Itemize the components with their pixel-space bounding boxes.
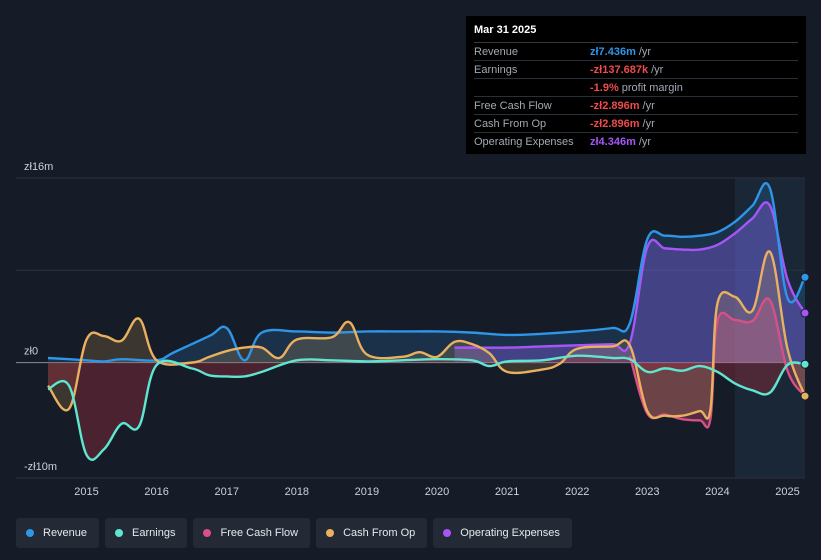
- tooltip-label: Revenue: [474, 45, 519, 58]
- operating-expenses-endpoint: [800, 308, 810, 318]
- x-tick-label: 2023: [635, 486, 659, 498]
- y-tick-label: zł0: [24, 346, 38, 358]
- legend-item-revenue[interactable]: Revenue: [16, 518, 100, 548]
- legend-dot-icon: [203, 529, 212, 537]
- legend-item-free-cash-flow[interactable]: Free Cash Flow: [193, 518, 311, 548]
- tooltip-date: Mar 31 2025: [474, 24, 798, 43]
- x-tick-label: 2022: [565, 486, 589, 498]
- revenue-line: [47, 182, 807, 363]
- tooltip-panel: Mar 31 2025 Revenue zł7.436m/yr Earnings -z…: [466, 16, 806, 154]
- legend-label: Revenue: [43, 527, 88, 539]
- tooltip-row: Free Cash Flow -zł2.896m/yr: [474, 97, 798, 115]
- legend-label: Cash From Op: [343, 527, 416, 539]
- revenue-endpoint: [800, 272, 810, 282]
- tooltip-value: -zł2.896m: [590, 99, 640, 112]
- legend-item-operating-expenses[interactable]: Operating Expenses: [433, 518, 572, 548]
- x-tick-label: 2017: [214, 486, 238, 498]
- tooltip-unit: /yr: [642, 117, 655, 130]
- x-tick-label: 2019: [355, 486, 379, 498]
- earnings-endpoint: [800, 359, 810, 369]
- tooltip-value: -zł2.896m: [590, 117, 640, 130]
- tooltip-unit: /yr: [638, 45, 652, 58]
- tooltip-row: -1.9% profit margin: [474, 79, 798, 97]
- cash-from-op-endpoint: [800, 391, 810, 401]
- x-tick-label: 2020: [425, 486, 449, 498]
- tooltip-label: Cash From Op: [474, 117, 547, 130]
- tooltip-value: zł7.436m: [590, 45, 636, 58]
- tooltip-label: Operating Expenses: [474, 135, 574, 148]
- tooltip-unit: /yr: [642, 99, 655, 112]
- tooltip-row: Revenue zł7.436m/yr: [474, 43, 798, 61]
- y-tick-label: zł16m: [24, 161, 53, 173]
- x-tick-label: 2016: [144, 486, 168, 498]
- earnings-area: [48, 355, 805, 460]
- legend-dot-icon: [115, 529, 124, 537]
- y-tick-label: -zł10m: [24, 461, 57, 473]
- x-tick-label: 2024: [705, 486, 729, 498]
- x-tick-label: 2018: [285, 486, 309, 498]
- revenue-area: [48, 183, 805, 363]
- free-cash-flow-area: [629, 298, 805, 428]
- legend-dot-icon: [443, 529, 452, 537]
- tooltip-unit: /yr: [651, 63, 664, 76]
- legend-item-cash-from-op[interactable]: Cash From Op: [316, 518, 428, 548]
- tooltip-label: Free Cash Flow: [474, 99, 552, 112]
- legend-dot-icon: [326, 529, 335, 537]
- legend: Revenue Earnings Free Cash Flow Cash From O…: [16, 518, 572, 548]
- tooltip-row: Cash From Op -zł2.896m/yr: [474, 115, 798, 133]
- legend-label: Free Cash Flow: [220, 527, 299, 539]
- legend-label: Earnings: [132, 527, 176, 539]
- cash-from-op-line: [47, 250, 807, 420]
- x-tick-label: 2025: [775, 486, 799, 498]
- x-tick-label: 2021: [495, 486, 519, 498]
- tooltip-unit: /yr: [638, 135, 652, 148]
- x-tick-label: 2015: [74, 486, 98, 498]
- tooltip-unit: profit margin: [621, 81, 683, 94]
- earnings-line: [47, 354, 806, 461]
- legend-dot-icon: [26, 529, 34, 537]
- tooltip-row: Earnings -zł137.687k/yr: [474, 61, 798, 79]
- tooltip-value: zł4.346m: [590, 135, 636, 148]
- tooltip-label: Earnings: [474, 63, 518, 76]
- tooltip-value: -1.9%: [590, 81, 619, 94]
- legend-label: Operating Expenses: [460, 527, 560, 539]
- operating-expenses-line: [454, 201, 807, 353]
- legend-item-earnings[interactable]: Earnings: [105, 518, 188, 548]
- tooltip-value: -zł137.687k: [590, 63, 649, 76]
- tooltip-row: Operating Expenses zł4.346m/yr: [474, 133, 798, 150]
- recent-period-highlight: [734, 178, 805, 478]
